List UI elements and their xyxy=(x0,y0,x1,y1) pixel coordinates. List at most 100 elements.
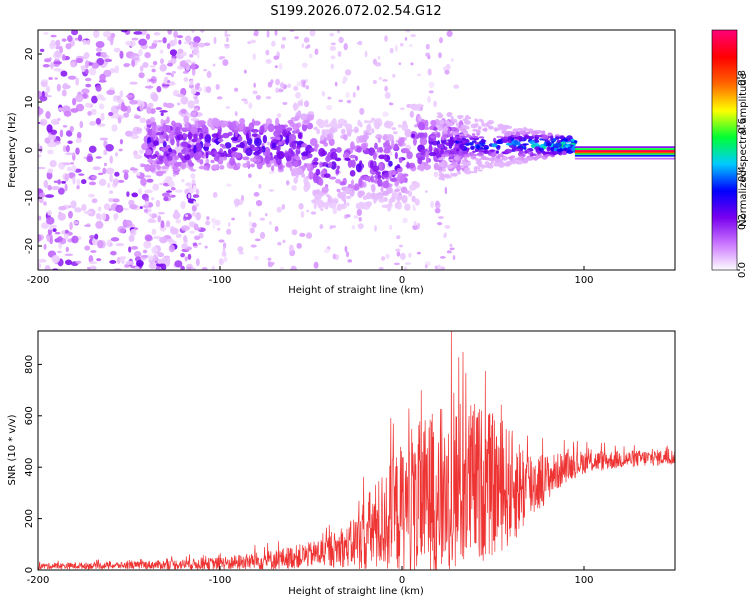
noise-cell xyxy=(183,213,192,220)
colorbar-segment xyxy=(712,36,737,39)
noise-cell xyxy=(378,76,383,81)
colorbar-segment xyxy=(712,114,737,117)
band-cell xyxy=(382,180,390,189)
colorbar-segment xyxy=(712,208,737,211)
band-cell xyxy=(366,123,372,133)
band-cell xyxy=(370,175,374,183)
band-cell xyxy=(286,127,293,132)
noise-cell xyxy=(398,244,404,248)
colorbar-segment xyxy=(712,116,737,119)
noise-cell xyxy=(412,224,419,231)
noise-cell xyxy=(384,91,391,99)
colorbar-segment xyxy=(712,240,737,243)
colorbar-segment xyxy=(712,60,737,63)
band-cell xyxy=(176,134,184,141)
noise-cell xyxy=(351,225,356,230)
noise-cell xyxy=(125,94,134,98)
noise-cell xyxy=(430,200,434,209)
noise-cell xyxy=(96,94,104,100)
y-tick-label: 600 xyxy=(24,406,35,425)
noise-cell xyxy=(102,31,112,38)
noise-cell xyxy=(269,221,272,225)
colorbar-segment xyxy=(712,80,737,83)
noise-cell xyxy=(273,55,280,60)
tone-cell xyxy=(516,127,524,131)
tone-cell xyxy=(524,135,531,139)
band-cell xyxy=(271,142,277,149)
band-cell xyxy=(379,146,384,153)
band-cell xyxy=(417,132,422,137)
tone-cell xyxy=(514,148,522,152)
noise-cell xyxy=(424,264,428,269)
tone-cell xyxy=(457,116,462,120)
noise-cell xyxy=(90,250,97,253)
noise-cell xyxy=(437,216,445,219)
tone-cell xyxy=(507,156,514,160)
noise-cell xyxy=(450,57,454,62)
band-cell xyxy=(340,128,346,135)
noise-cell xyxy=(190,111,197,118)
colorbar-segment xyxy=(712,206,737,209)
band-cell xyxy=(398,157,403,164)
noise-cell xyxy=(50,118,59,125)
noise-cell xyxy=(45,94,52,98)
band-cell xyxy=(378,163,383,171)
noise-cell xyxy=(253,191,260,197)
colorbar-segment xyxy=(712,256,737,259)
noise-cell xyxy=(445,63,451,71)
noise-cell xyxy=(180,96,189,105)
tone-cell xyxy=(466,153,470,158)
noise-cell xyxy=(193,98,200,105)
tone-cell xyxy=(539,138,543,141)
noise-cell xyxy=(413,220,417,227)
noise-cell xyxy=(330,63,334,70)
noise-cell xyxy=(138,188,143,195)
tone-cell xyxy=(521,158,529,164)
noise-cell xyxy=(195,212,202,221)
noise-cell xyxy=(356,85,360,91)
band-cell xyxy=(429,126,434,130)
colorbar-segment xyxy=(712,190,737,193)
noise-cell xyxy=(70,162,74,165)
noise-cell xyxy=(222,59,229,67)
noise-cell xyxy=(195,188,200,195)
steady-tone-stripe xyxy=(574,152,675,155)
colorbar-segment xyxy=(712,128,737,131)
noise-cell xyxy=(140,177,147,186)
tone-cell xyxy=(517,135,521,141)
noise-cell xyxy=(181,243,188,250)
tone-cell xyxy=(436,112,442,115)
tone-cell xyxy=(471,140,477,143)
noise-cell xyxy=(43,201,47,206)
noise-cell xyxy=(194,235,201,241)
noise-cell xyxy=(301,62,308,68)
band-cell xyxy=(150,122,157,127)
noise-cell xyxy=(152,60,158,66)
band-cell xyxy=(356,146,362,153)
noise-cell xyxy=(274,30,278,36)
band-cell xyxy=(149,164,156,173)
tone-cell xyxy=(544,151,551,155)
noise-cell xyxy=(50,34,57,38)
band-cell xyxy=(188,162,195,167)
noise-cell xyxy=(115,105,121,110)
band-cell xyxy=(156,131,163,136)
band-cell xyxy=(384,140,390,147)
noise-cell xyxy=(332,207,338,215)
band-cell xyxy=(344,187,353,195)
noise-cell xyxy=(185,182,192,187)
noise-cell xyxy=(288,244,294,252)
band-cell xyxy=(419,137,428,146)
colorbar-segment xyxy=(712,58,737,61)
noise-cell xyxy=(75,77,80,86)
noise-cell xyxy=(38,154,42,158)
band-cell xyxy=(327,195,333,204)
noise-cell xyxy=(160,58,164,64)
tone-cell xyxy=(444,173,448,178)
noise-cell xyxy=(101,212,107,221)
noise-cell xyxy=(47,228,53,235)
colorbar-segment xyxy=(712,66,737,69)
noise-cell xyxy=(138,38,148,46)
tone-cell xyxy=(450,173,457,177)
noise-cell xyxy=(97,206,102,212)
